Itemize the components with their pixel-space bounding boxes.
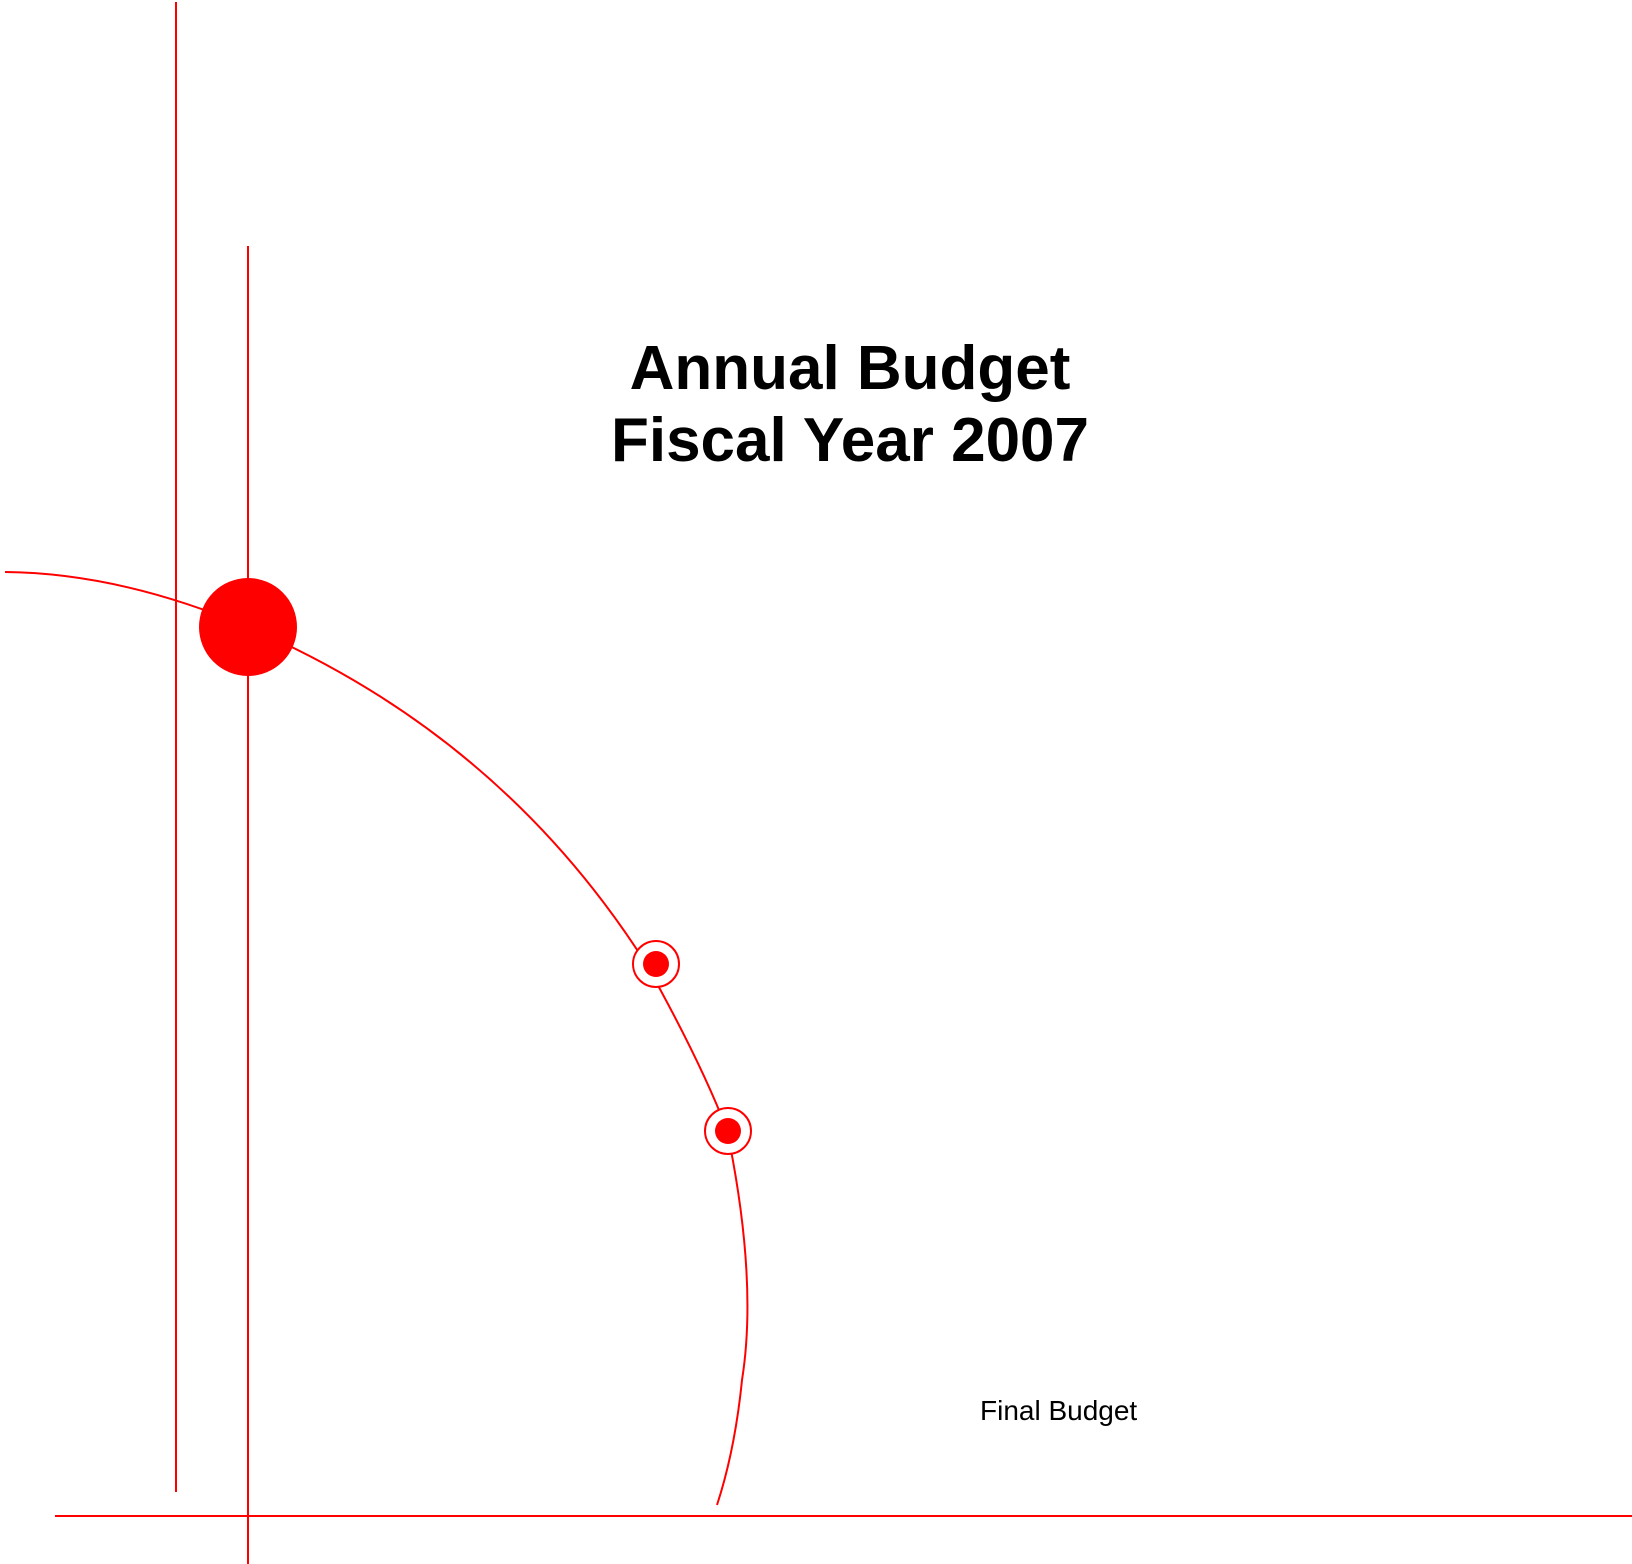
dot [643, 951, 669, 977]
title-line: Annual Budget [629, 334, 1071, 403]
subtitle: Final Budget [980, 1395, 1138, 1426]
title-line: Fiscal Year 2007 [610, 406, 1090, 475]
arc [4, 571, 749, 1506]
dot [199, 578, 297, 676]
dot [715, 1118, 741, 1144]
